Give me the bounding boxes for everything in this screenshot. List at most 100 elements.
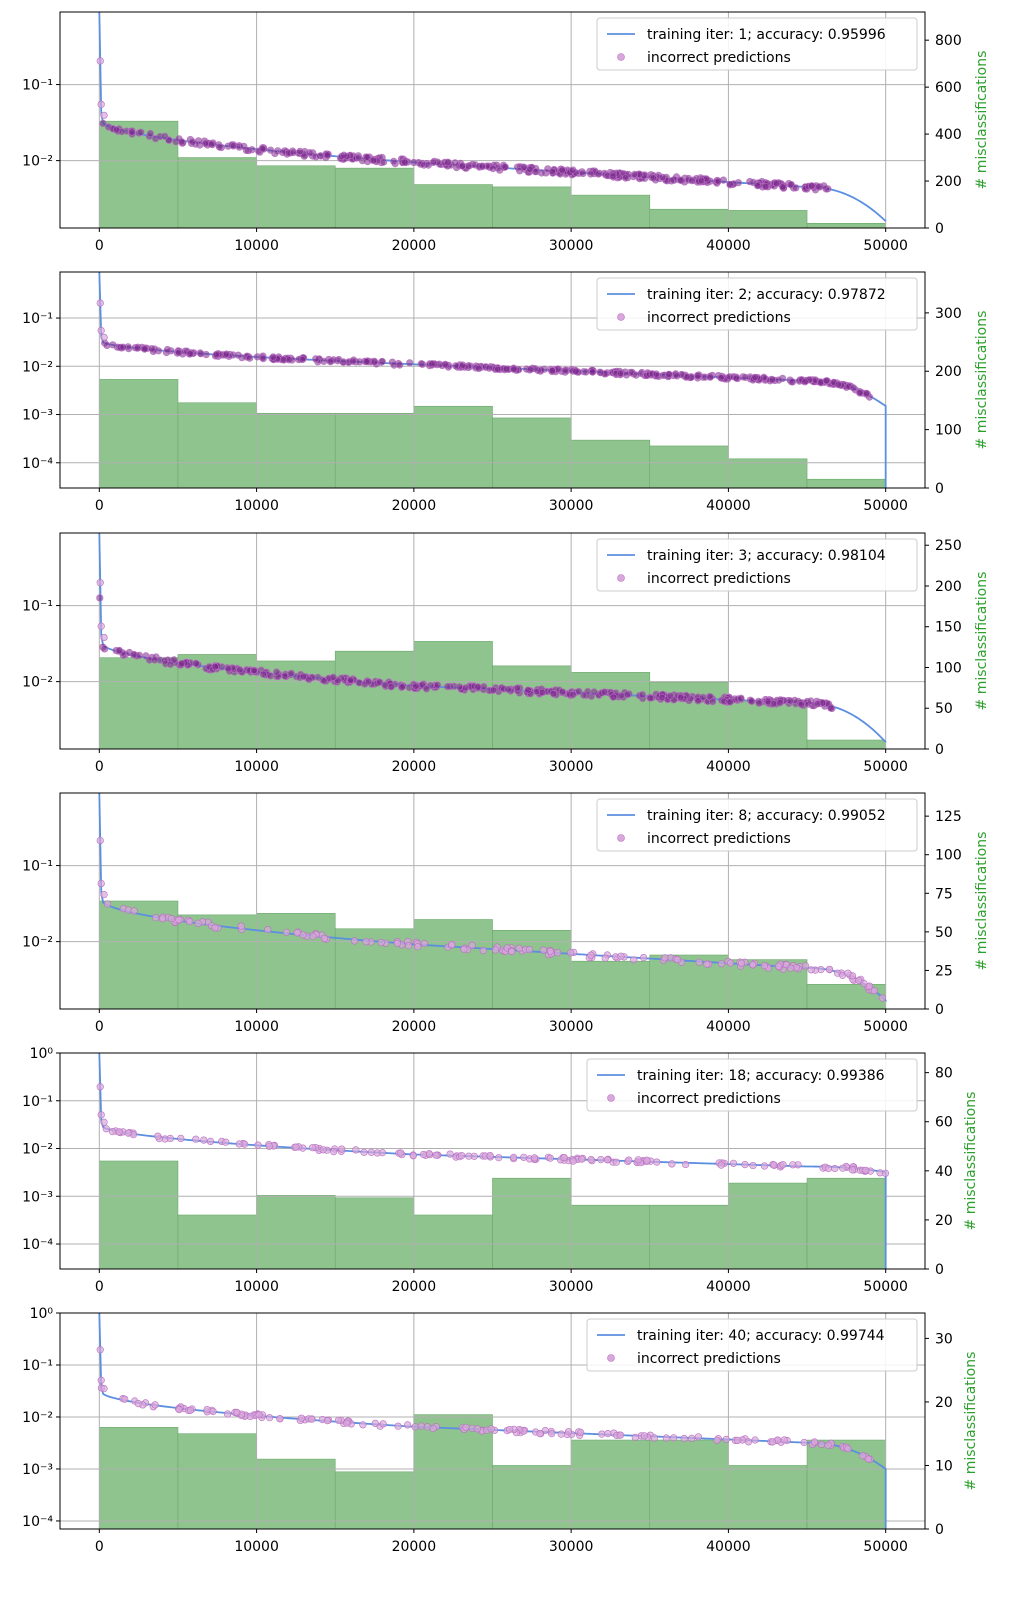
error-point [640,1432,648,1440]
error-point [609,693,618,701]
error-point [729,1159,738,1167]
error-point [154,1132,162,1140]
error-point [569,1157,577,1165]
error-point [102,1125,110,1133]
error-point [312,153,320,161]
error-point [487,1425,495,1433]
error-point [587,170,595,178]
error-point [108,1127,117,1136]
error-point [222,350,231,358]
x-tick-label: 30000 [549,498,594,514]
y-tick-label: 10⁻¹ [22,1094,53,1110]
hist-bar [256,1195,336,1269]
error-point [96,594,104,602]
error-point [178,138,186,146]
left-y-axis: 10⁰ 10⁻¹ 10⁻² 10⁻³ 10⁻⁴ [22,1046,60,1253]
error-point [768,376,777,384]
error-point [264,925,272,934]
right-axis-label: # misclassifications [974,832,990,971]
error-point [862,1166,870,1174]
error-point [279,148,287,157]
error-point [508,947,516,956]
error-point [815,183,823,191]
error-point [330,1147,338,1156]
error-point [878,994,886,1002]
error-point [161,132,169,140]
error-point [813,700,822,708]
right-tick-label: 400 [935,127,962,143]
error-point [709,697,717,706]
error-point [401,158,409,166]
legend-line-label: training iter: 40; accuracy: 0.99744 [637,1328,885,1344]
incorrect-predictions-scatter [96,1083,890,1177]
error-point [844,1445,852,1453]
error-point [459,361,467,369]
error-point [560,1153,568,1162]
error-point [148,345,156,353]
x-tick-label: 0 [95,1019,104,1035]
hist-bar [334,1197,415,1269]
x-tick-label: 40000 [706,1019,751,1035]
right-tick-label: 0 [935,1522,944,1538]
error-point [258,145,267,153]
hist-bar [492,417,572,488]
error-point [240,142,248,150]
error-point [189,138,197,146]
hist-bar [334,167,415,228]
error-point [97,100,105,108]
hist-bar [334,412,415,488]
error-point [670,1434,678,1442]
error-point [726,698,734,706]
error-point [115,1128,123,1136]
axes-frame [59,11,926,229]
error-point [865,982,874,990]
error-point [175,1405,183,1414]
error-point [246,1412,254,1420]
error-point [526,165,534,173]
error-point [363,153,371,161]
error-point [409,1152,417,1160]
error-point [600,688,609,696]
right-tick-label: 0 [935,1262,944,1278]
error-point [825,965,834,973]
error-point [380,158,388,166]
error-point [340,151,348,159]
y-tick-label: 10⁻¹ [22,311,53,327]
legend-scatter-label: incorrect predictions [637,1351,781,1367]
legend: training iter: 2; accuracy: 0.97872 incor… [596,277,918,331]
error-point [178,659,186,668]
error-point [646,694,654,702]
error-point [564,1428,573,1436]
error-point [737,694,745,702]
error-point [96,579,104,587]
error-point [100,111,108,119]
right-tick-label: 50 [935,925,953,941]
right-tick-label: 40 [935,1164,953,1180]
y-tick-label: 10⁻² [22,154,53,170]
error-point [320,677,328,685]
error-point [254,1141,262,1149]
error-point [250,666,258,675]
hist-bar [649,1439,729,1529]
error-point [448,941,456,949]
hist-bar [728,699,808,749]
error-point [167,914,176,923]
error-point [726,180,734,188]
x-axis: 0 10000 20000 30000 40000 50000 [95,749,908,775]
error-point [338,1145,346,1153]
error-point [151,656,159,664]
histogram [99,641,886,749]
x-tick-label: 20000 [392,759,437,775]
error-point [417,360,426,368]
error-point [638,690,647,699]
error-point [772,179,781,187]
axes-frame [59,1312,926,1530]
x-tick-label: 20000 [392,498,437,514]
x-tick-label: 10000 [234,238,279,254]
error-point [870,987,879,995]
error-point [769,700,778,708]
error-point [96,836,104,845]
error-point [681,1160,690,1169]
error-point [192,659,200,668]
x-tick-label: 40000 [706,1279,751,1295]
